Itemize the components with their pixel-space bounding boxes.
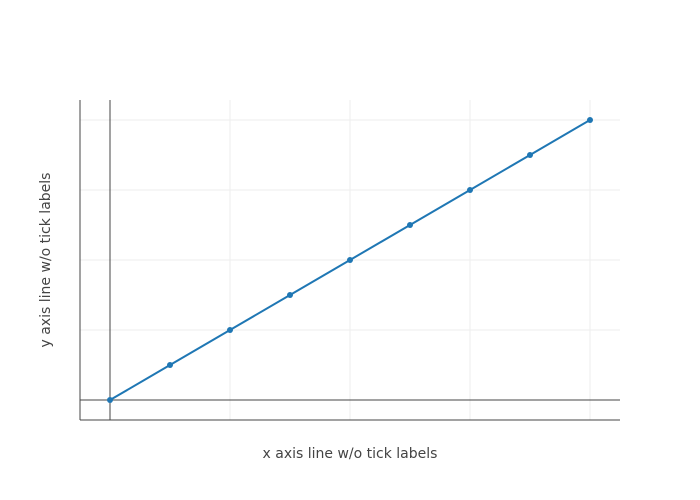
zero-lines (80, 100, 620, 420)
data-point[interactable] (287, 292, 293, 299)
data-point[interactable] (227, 327, 233, 334)
data-point[interactable] (527, 151, 533, 158)
data-point[interactable] (407, 221, 413, 228)
data-point[interactable] (167, 362, 173, 369)
data-point[interactable] (347, 257, 353, 263)
y-axis-title: y axis line w/o tick labels (38, 173, 54, 348)
series-layer (107, 116, 593, 404)
axes (79, 100, 620, 421)
data-point[interactable] (467, 186, 473, 193)
data-point[interactable] (587, 116, 593, 123)
data-point[interactable] (107, 397, 113, 404)
x-axis-title: x axis line w/o tick labels (263, 446, 438, 462)
